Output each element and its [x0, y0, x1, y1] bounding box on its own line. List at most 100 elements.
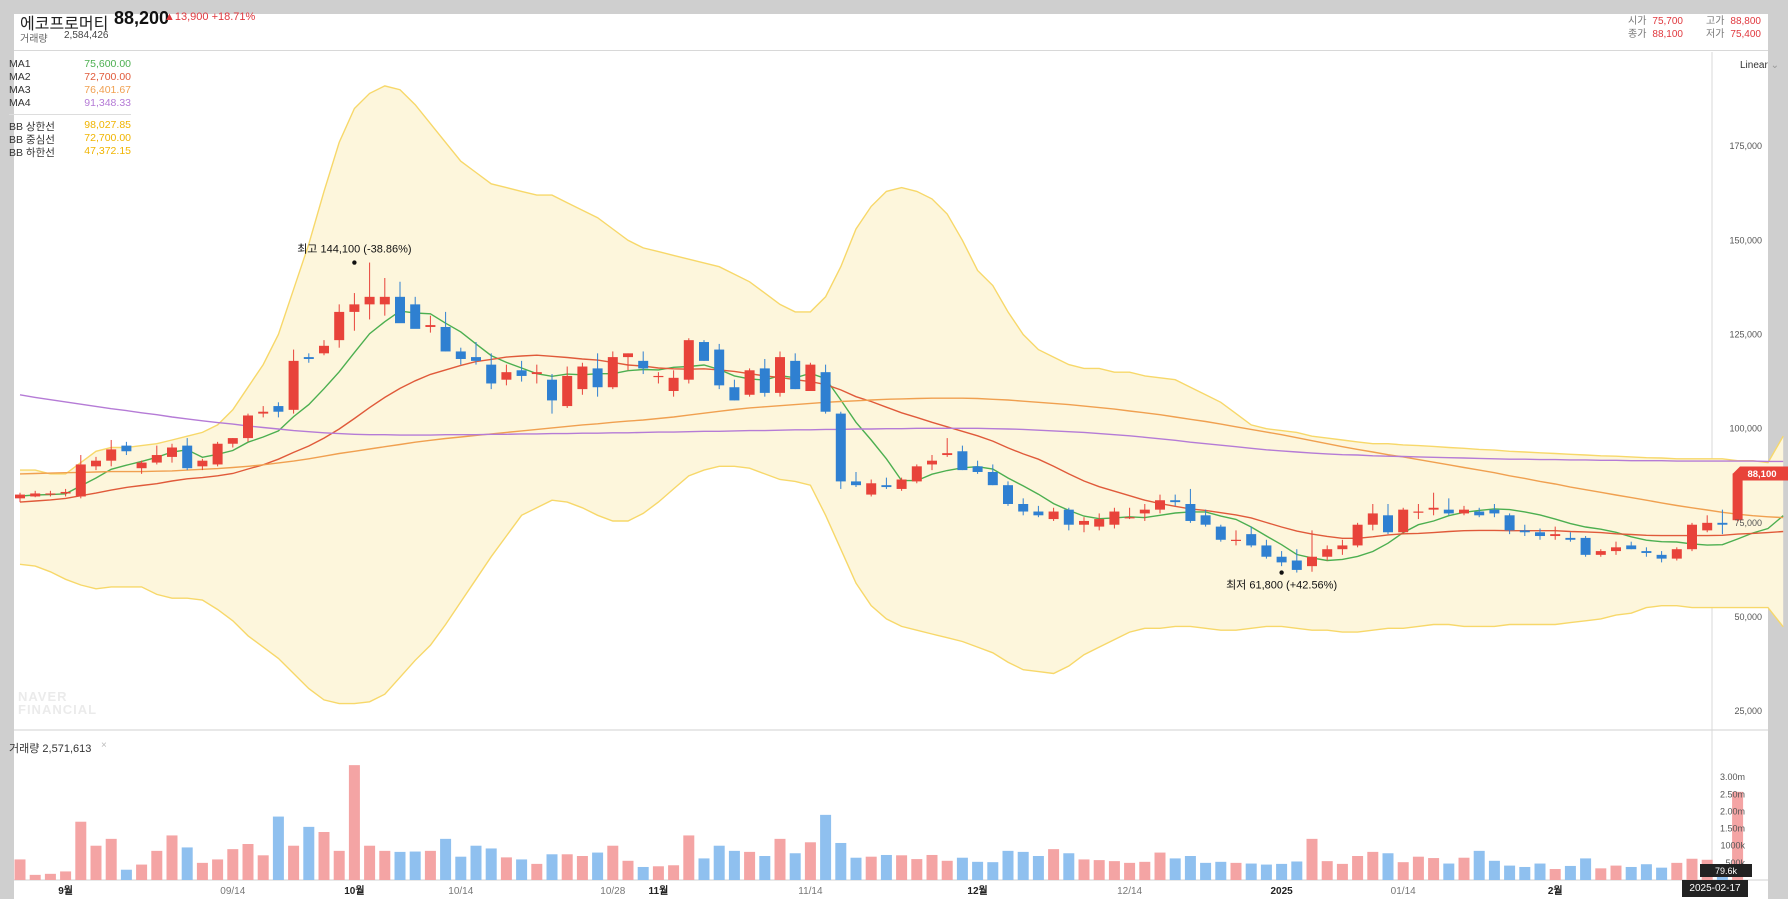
volume-bar — [941, 860, 953, 880]
close-icon[interactable]: × — [101, 740, 107, 751]
candle-body — [1003, 485, 1013, 504]
candle-body — [1170, 500, 1181, 503]
volume-bar — [911, 859, 923, 880]
volume-bar — [652, 866, 664, 880]
volume-bar — [865, 856, 877, 880]
candle-body — [60, 491, 71, 494]
volume-bar — [1200, 862, 1212, 880]
candle-body — [91, 460, 101, 467]
bollinger-band-fill — [20, 85, 1784, 704]
volume-bar — [1625, 866, 1637, 880]
volume-bar — [242, 844, 254, 880]
volume-bar — [14, 859, 26, 880]
volume-bar — [1504, 865, 1516, 880]
candle-body — [1413, 511, 1424, 513]
volume-bar — [1139, 861, 1151, 880]
candle-body — [1352, 524, 1363, 546]
candle-body — [1261, 545, 1272, 557]
volume-bar — [637, 866, 649, 880]
current-price-tag — [1733, 466, 1788, 481]
volume-bar — [1048, 849, 1060, 880]
volume-bar — [1656, 867, 1668, 880]
x-tick-label: 2025 — [1270, 886, 1293, 897]
volume-bar — [956, 857, 968, 880]
x-tick-label: 2월 — [1548, 885, 1563, 897]
candle-body — [790, 360, 801, 390]
volume-bar — [1443, 863, 1455, 880]
volume-bar — [1078, 859, 1090, 880]
candle-body — [1519, 530, 1530, 533]
current-price-label: 88,100 — [1747, 469, 1776, 480]
volume-bar — [1230, 862, 1242, 880]
volume-bar — [1352, 856, 1364, 880]
candle-body — [334, 311, 345, 341]
candle-body — [942, 453, 953, 456]
volume-bar — [728, 850, 740, 880]
candle-body — [227, 438, 238, 444]
volume-bar — [272, 816, 284, 880]
high-marker — [352, 260, 357, 265]
volume-bar — [303, 826, 315, 880]
volume-bar — [394, 851, 406, 880]
stock-name: 에코프로머티 — [20, 16, 109, 33]
bollinger-lower-line — [19, 465, 1784, 705]
volume-panel-title: 거래량 2,571,613 — [9, 743, 92, 755]
volume-bar — [1245, 863, 1257, 880]
volume-bar — [713, 845, 725, 880]
candle-body — [1641, 551, 1652, 553]
volume-bar — [516, 859, 528, 880]
crosshair-date-badge: 2025-02-17 — [1682, 880, 1748, 897]
candle-body — [1079, 520, 1089, 525]
candle-body — [531, 372, 542, 375]
candle-body — [1671, 549, 1682, 559]
candle-body — [1124, 517, 1135, 519]
y-tick-label: 75,000 — [1734, 518, 1762, 528]
y-tick-label: 175,000 — [1729, 141, 1762, 151]
candle-body — [212, 443, 223, 465]
quote-header: 에코프로머티 88,200 ▲13,900 +18.71% 거래량 2,584,… — [14, 8, 1768, 51]
candle-body — [30, 493, 41, 497]
volume-bar — [1382, 853, 1394, 880]
volume-tick-label: 1.50m — [1720, 824, 1745, 834]
volume-bar — [622, 860, 634, 880]
volume-bar — [29, 874, 41, 880]
volume-bar — [1428, 858, 1440, 880]
scale-mode-select[interactable]: Linear ⌄ — [1740, 60, 1779, 71]
volume-bar — [835, 842, 847, 880]
volume-bar — [1549, 869, 1561, 880]
candle-body — [1398, 509, 1409, 533]
low-price: 저가 75,400 — [1706, 29, 1761, 40]
candle-body — [911, 466, 922, 482]
volume-bar — [1671, 862, 1683, 880]
candle-body — [486, 364, 497, 384]
candle-body — [364, 296, 375, 305]
candle-body — [319, 345, 329, 354]
volume-bar — [379, 850, 391, 880]
candle-body — [1307, 556, 1317, 567]
volume-bar — [455, 856, 467, 880]
volume-bar — [1473, 850, 1485, 880]
candle-body — [744, 370, 755, 395]
x-tick-label: 9월 — [58, 885, 73, 897]
candle-body — [1717, 522, 1728, 525]
candle-body — [851, 481, 861, 486]
candle-body — [1656, 554, 1667, 559]
volume-bar — [1184, 856, 1196, 880]
volume-bar — [926, 854, 938, 880]
candle-body — [972, 466, 983, 472]
current-volume-tag — [1700, 864, 1752, 877]
candle-body — [395, 296, 405, 324]
candle-body — [121, 445, 132, 452]
volume-bar — [409, 851, 421, 880]
legend-ma2: MA2 72,700.00 — [9, 71, 131, 83]
volume-tick-label: 1000k — [1720, 841, 1745, 851]
candle-body — [592, 368, 603, 388]
candle-body — [303, 357, 314, 359]
volume-bar — [1215, 861, 1227, 880]
candle-body — [1033, 511, 1044, 516]
volume-bar — [105, 838, 117, 880]
volume-bar — [1595, 868, 1607, 880]
volume-bar — [804, 842, 816, 880]
candle-body — [1459, 509, 1469, 514]
